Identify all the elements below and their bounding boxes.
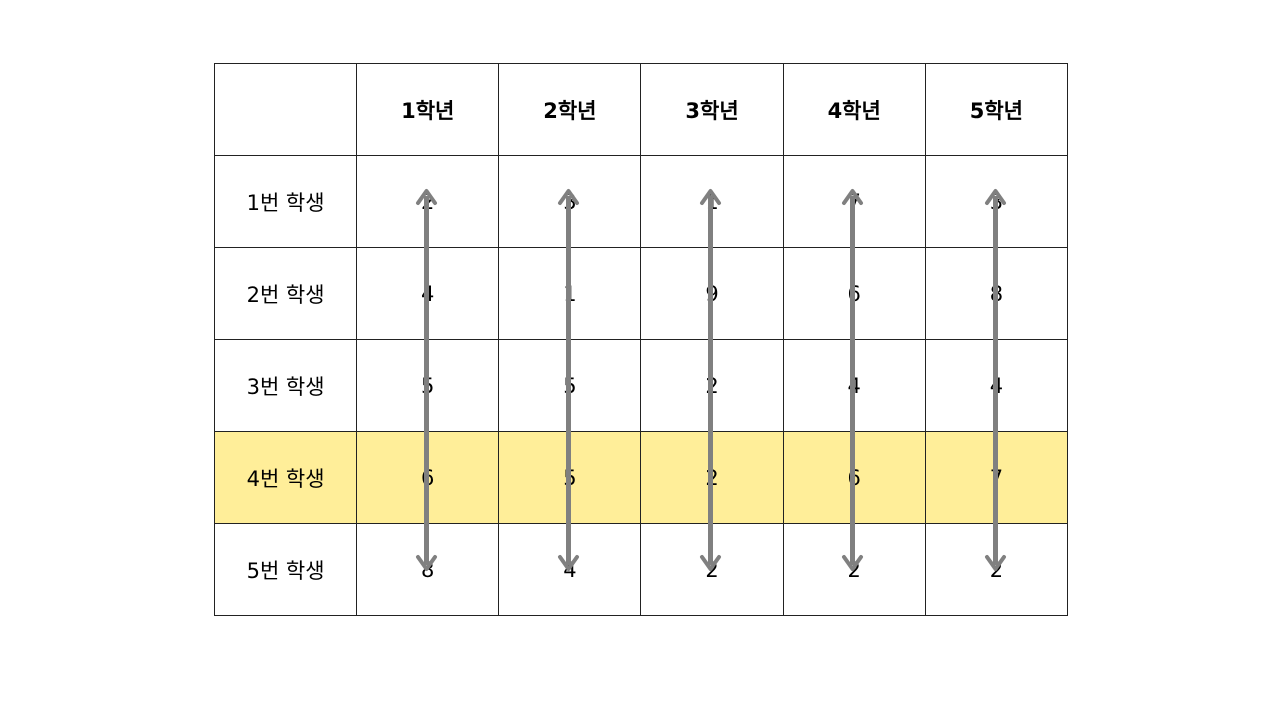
table-cell: 2 xyxy=(924,523,1069,616)
column-header-grade-1: 1학년 xyxy=(356,63,500,156)
table-cell: 2 xyxy=(640,523,784,616)
table-cell: 9 xyxy=(640,247,784,340)
row-label-student-5: 5번 학생 xyxy=(213,523,358,616)
table-cell: 4 xyxy=(498,523,642,616)
table-cell: 6 xyxy=(782,247,926,340)
table-cell: 1 xyxy=(640,155,784,248)
row-label-student-4: 4번 학생 xyxy=(213,431,358,524)
corner-cell xyxy=(213,63,358,156)
table-cell: 4 xyxy=(356,247,500,340)
table-cell: 7 xyxy=(782,155,926,248)
table-cell: 4 xyxy=(924,339,1069,432)
table-cell: 6 xyxy=(782,431,926,524)
table-row: 1번 학생 2 3 1 7 3 xyxy=(213,155,1069,248)
table-cell: 5 xyxy=(498,431,642,524)
table-cell: 7 xyxy=(924,431,1069,524)
table-cell: 8 xyxy=(924,247,1069,340)
table-cell: 5 xyxy=(356,339,500,432)
header-row: 1학년 2학년 3학년 4학년 5학년 xyxy=(213,63,1069,156)
table-row: 5번 학생 8 4 2 2 2 xyxy=(213,523,1069,616)
score-table: 1학년 2학년 3학년 4학년 5학년 1번 학생 2 3 1 7 3 2번 학… xyxy=(213,63,1069,616)
row-label-student-2: 2번 학생 xyxy=(213,247,358,340)
column-header-grade-2: 2학년 xyxy=(498,63,642,156)
table-row: 2번 학생 4 1 9 6 8 xyxy=(213,247,1069,340)
table-cell: 2 xyxy=(640,339,784,432)
table-cell: 2 xyxy=(356,155,500,248)
highlighted-table-row: 4번 학생 6 5 2 6 7 xyxy=(213,431,1069,524)
table-cell: 3 xyxy=(498,155,642,248)
column-header-grade-4: 4학년 xyxy=(782,63,926,156)
table-cell: 3 xyxy=(924,155,1069,248)
row-label-student-3: 3번 학생 xyxy=(213,339,358,432)
row-label-student-1: 1번 학생 xyxy=(213,155,358,248)
table-row: 3번 학생 5 5 2 4 4 xyxy=(213,339,1069,432)
table-cell: 5 xyxy=(498,339,642,432)
table-cell: 6 xyxy=(356,431,500,524)
table-cell: 1 xyxy=(498,247,642,340)
column-header-grade-5: 5학년 xyxy=(924,63,1069,156)
table-cell: 4 xyxy=(782,339,926,432)
column-header-grade-3: 3학년 xyxy=(640,63,784,156)
table-cell: 2 xyxy=(782,523,926,616)
table-cell: 8 xyxy=(356,523,500,616)
table-cell: 2 xyxy=(640,431,784,524)
